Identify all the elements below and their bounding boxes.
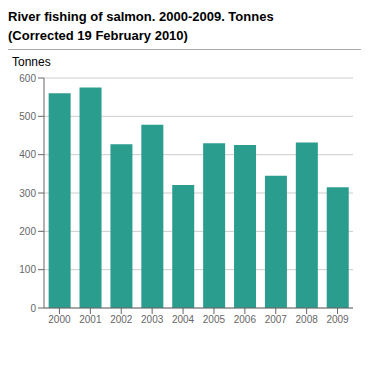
svg-text:200: 200 [19, 226, 36, 237]
svg-text:2003: 2003 [141, 314, 164, 325]
svg-text:2001: 2001 [79, 314, 102, 325]
svg-text:2000: 2000 [48, 314, 71, 325]
html-text:(Corrected 19 February 2010): (Corrected 19 February 2010) [8, 28, 188, 43]
svg-text:100: 100 [19, 264, 36, 275]
svg-text:2004: 2004 [172, 314, 195, 325]
html-text:Tonnes: Tonnes [12, 55, 51, 69]
svg-text:2002: 2002 [110, 314, 133, 325]
html-text:River fishing of salmon. 2000-: River fishing of salmon. 2000-2009. Tonn… [8, 9, 274, 24]
svg-text:600: 600 [19, 73, 36, 84]
svg-text:2005: 2005 [203, 314, 226, 325]
svg-text:2006: 2006 [234, 314, 257, 325]
svg-text:2008: 2008 [296, 314, 319, 325]
svg-text:400: 400 [19, 149, 36, 160]
svg-text:500: 500 [19, 111, 36, 122]
svg-text:0: 0 [30, 303, 36, 314]
svg-text:2007: 2007 [265, 314, 288, 325]
svg-text:2009: 2009 [326, 314, 349, 325]
svg-text:300: 300 [19, 188, 36, 199]
